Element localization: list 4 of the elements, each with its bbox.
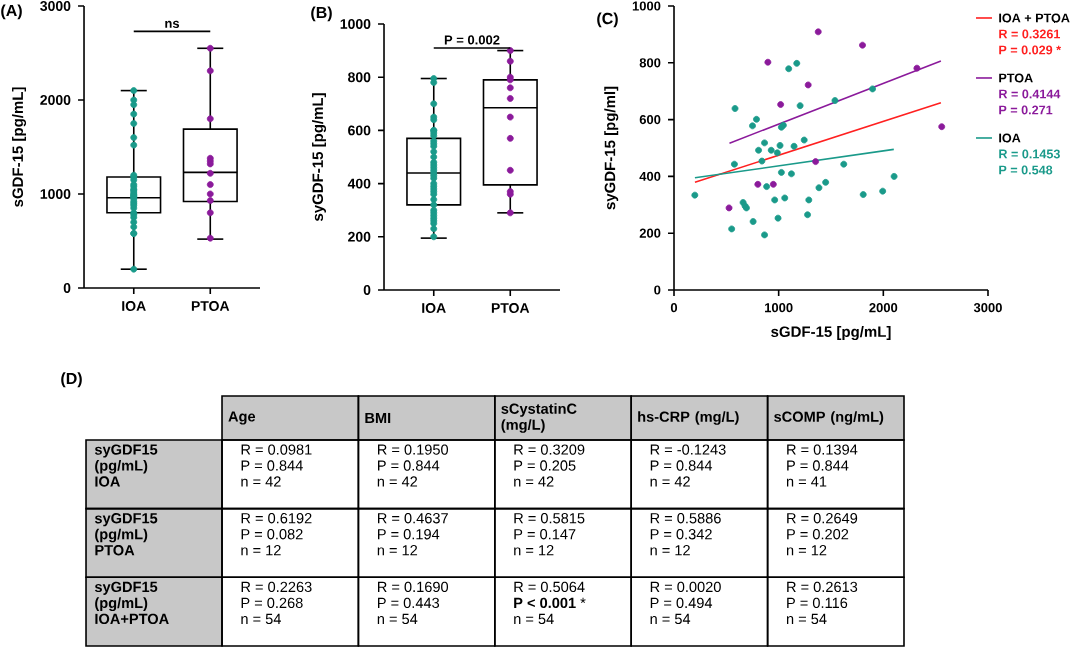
- chart-title: (B): [311, 6, 332, 22]
- chart-title: (C): [597, 12, 618, 28]
- text: (D): [61, 372, 82, 388]
- chart-title: (A): [1, 4, 22, 20]
